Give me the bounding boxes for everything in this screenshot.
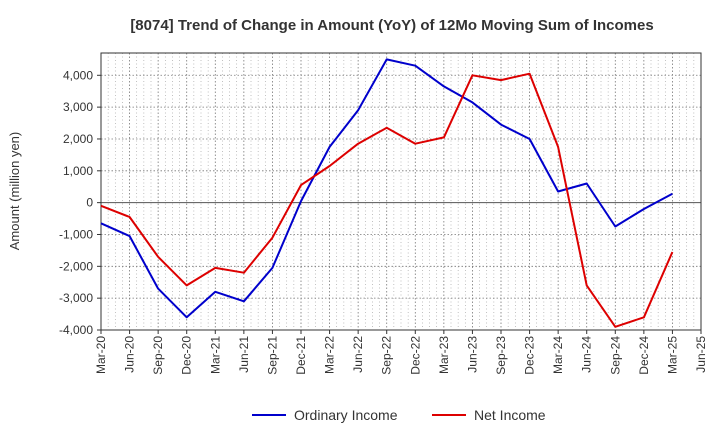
y-tick-label: 3,000	[63, 100, 93, 114]
x-tick-label: Dec-21	[294, 336, 308, 375]
axes	[100, 52, 702, 331]
y-tick-label: -1,000	[59, 227, 93, 241]
chart-title: [8074] Trend of Change in Amount (YoY) o…	[130, 17, 653, 34]
x-tick-label: Jun-20	[123, 336, 137, 373]
x-tick-label: Sep-23	[494, 336, 508, 375]
x-tick-label: Dec-20	[180, 336, 194, 375]
y-axis-label: Amount (million yen)	[7, 132, 22, 251]
x-tick-label: Mar-22	[323, 336, 337, 374]
x-ticks: Mar-20 Jun-20 Sep-20 Dec-20 Mar-21 Jun-21 Sep-…	[94, 330, 708, 375]
series-group	[100, 58, 674, 328]
x-tick-label: Mar-20	[94, 336, 108, 374]
x-tick-label: Jun-22	[351, 336, 365, 373]
x-tick-label: Dec-22	[408, 336, 422, 375]
y-tick-label: 2,000	[63, 132, 93, 146]
y-tick-label: 1,000	[63, 164, 93, 178]
x-tick-label: Mar-25	[665, 336, 679, 374]
y-tick-label: 0	[86, 196, 93, 210]
x-tick-label: Jun-21	[237, 336, 251, 373]
x-tick-label: Mar-21	[208, 336, 222, 374]
y-tick-label: -4,000	[59, 323, 93, 337]
x-tick-label: Sep-22	[380, 336, 394, 375]
legend-label: Ordinary Income	[294, 407, 398, 423]
y-tick-label: 4,000	[63, 68, 93, 82]
legend: Ordinary Income Net Income	[252, 407, 546, 423]
y-ticks: -4,000 -3,000 -2,000 -1,000 0 1,000 2,000 3,000…	[59, 68, 101, 337]
series-line-net-income	[100, 72, 674, 328]
legend-label: Net Income	[474, 407, 546, 423]
x-tick-label: Sep-20	[151, 336, 165, 375]
x-tick-label: Sep-21	[265, 336, 279, 375]
x-tick-label: Sep-24	[608, 336, 622, 375]
y-tick-label: -2,000	[59, 259, 93, 273]
x-tick-label: Mar-24	[551, 336, 565, 374]
plot-frame	[100, 52, 702, 331]
series-line-ordinary-income	[100, 58, 673, 319]
y-tick-label: -3,000	[59, 291, 93, 305]
x-tick-label: Jun-24	[580, 336, 594, 373]
x-tick-label: Dec-24	[637, 336, 651, 375]
x-tick-label: Jun-25	[694, 336, 708, 373]
x-tick-label: Dec-23	[523, 336, 537, 375]
x-tick-label: Mar-23	[437, 336, 451, 374]
x-tick-label: Jun-23	[465, 336, 479, 373]
